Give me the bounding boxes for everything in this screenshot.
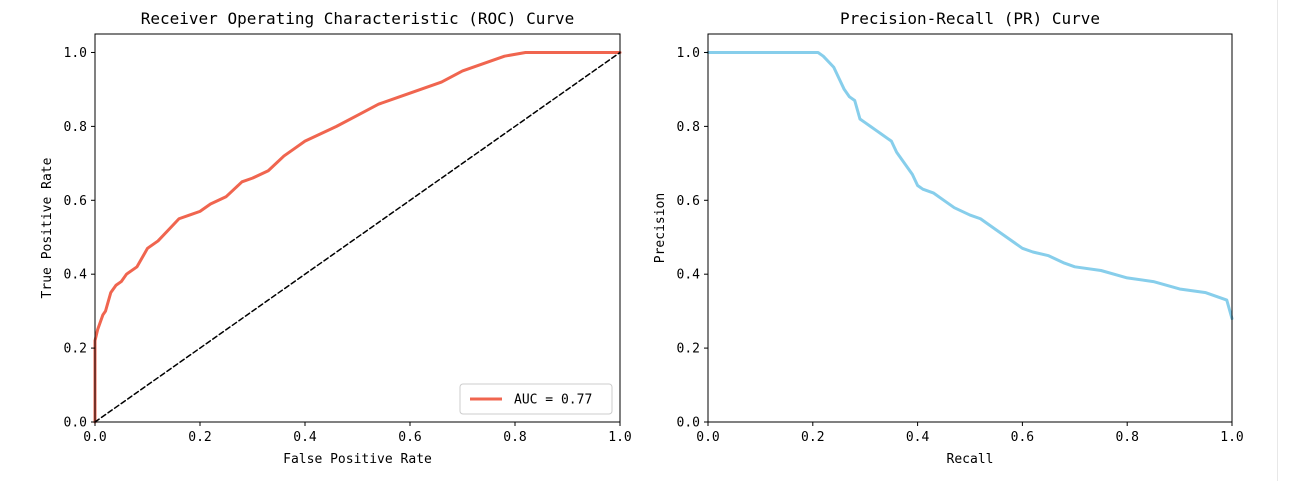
y-tick-label: 0.4 [677,268,701,283]
x-tick-label: 0.4 [293,430,317,445]
series-line-1 [93,50,622,424]
x-axis-label: Recall [947,452,994,467]
y-tick-label: 0.2 [64,342,87,357]
y-axis-label: True Positive Rate [40,157,55,298]
chart-panel-2: Precision-Recall (PR) Curve 0.0 0.2 0.4 0.6 0… [653,9,1244,467]
y-tick-label: 0.8 [64,120,87,135]
x-tick-label: 0.0 [696,430,719,445]
right-edge-line [1277,0,1278,481]
x-tick-label: 0.8 [1115,430,1138,445]
y-tick-label: 0.4 [64,268,88,283]
y-tick-label: 1.0 [677,46,700,61]
x-tick-label: 0.2 [801,430,824,445]
plot-frame [94,33,621,423]
y-axis-label: Precision [653,193,668,263]
x-tick-label: 0.2 [188,430,211,445]
x-tick-label: 0.8 [503,430,526,445]
chart-panel-1: Receiver Operating Characteristic (ROC) … [40,9,632,467]
chart-title: Receiver Operating Characteristic (ROC) … [141,9,574,28]
legend-label: AUC = 0.77 [514,393,592,408]
y-tick-label: 0.6 [64,194,87,209]
chart-title: Precision-Recall (PR) Curve [840,9,1100,28]
x-tick-label: 1.0 [608,430,631,445]
x-axis-label: False Positive Rate [283,452,432,467]
series-line-1 [706,50,1234,321]
x-tick-label: 1.0 [1220,430,1243,445]
x-tick-label: 0.6 [1011,430,1034,445]
y-tick-label: 0.2 [677,342,700,357]
y-tick-label: 0.6 [677,194,700,209]
x-tick-label: 0.6 [398,430,421,445]
x-tick-label: 0.4 [906,430,930,445]
y-tick-label: 0.0 [677,416,700,431]
x-tick-label: 0.0 [83,430,106,445]
legend-box [459,383,613,415]
legend: AUC = 0.77 [459,383,613,415]
plot-frame [707,33,1233,423]
y-tick-label: 0.0 [64,416,87,431]
y-tick-label: 1.0 [64,46,87,61]
chance-diagonal-line [94,51,621,423]
y-tick-label: 0.8 [677,120,700,135]
